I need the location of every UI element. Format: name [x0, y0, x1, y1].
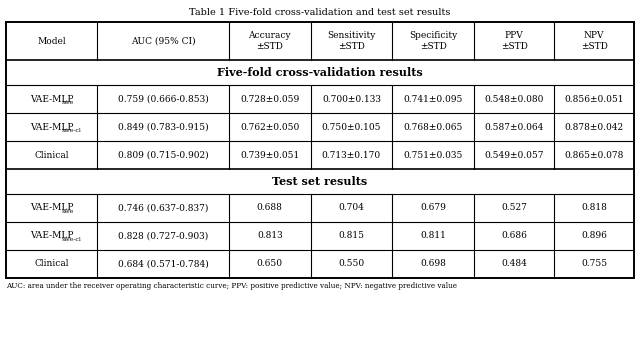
Text: Specificity
±STD: Specificity ±STD — [409, 31, 457, 51]
Text: 0.813: 0.813 — [257, 232, 283, 240]
Text: Clinical: Clinical — [35, 151, 68, 159]
Text: 0.549±0.057: 0.549±0.057 — [484, 151, 544, 159]
Text: Five-fold cross-validation results: Five-fold cross-validation results — [217, 67, 423, 78]
Text: swe: swe — [61, 209, 74, 214]
Text: 0.527: 0.527 — [501, 204, 527, 212]
Text: VAE-MLP: VAE-MLP — [30, 204, 73, 212]
Text: 0.548±0.080: 0.548±0.080 — [484, 95, 544, 103]
Text: 0.828 (0.727-0.903): 0.828 (0.727-0.903) — [118, 232, 208, 240]
Text: 0.550: 0.550 — [339, 259, 364, 269]
Text: AUC: area under the receiver operating characteristic curve; PPV: positive predi: AUC: area under the receiver operating c… — [6, 282, 457, 290]
Text: Test set results: Test set results — [273, 176, 367, 187]
Text: 0.704: 0.704 — [339, 204, 364, 212]
Text: swe: swe — [61, 100, 74, 105]
Text: Table 1 Five-fold cross-validation and test set results: Table 1 Five-fold cross-validation and t… — [189, 8, 451, 17]
Text: 0.587±0.064: 0.587±0.064 — [484, 122, 544, 132]
Bar — [6, 22, 634, 278]
Text: 0.856±0.051: 0.856±0.051 — [564, 95, 624, 103]
Text: 0.755: 0.755 — [581, 259, 607, 269]
Text: AUC (95% CI): AUC (95% CI) — [131, 36, 195, 46]
Text: 0.713±0.170: 0.713±0.170 — [322, 151, 381, 159]
Text: 0.741±0.095: 0.741±0.095 — [403, 95, 463, 103]
Text: 0.865±0.078: 0.865±0.078 — [564, 151, 624, 159]
Text: 0.750±0.105: 0.750±0.105 — [322, 122, 381, 132]
Text: NPV
±STD: NPV ±STD — [580, 31, 607, 51]
Text: Accuracy
±STD: Accuracy ±STD — [248, 31, 291, 51]
Text: 0.679: 0.679 — [420, 204, 446, 212]
Text: 0.650: 0.650 — [257, 259, 283, 269]
Text: swe-cl: swe-cl — [61, 237, 81, 242]
Text: 0.698: 0.698 — [420, 259, 446, 269]
Text: 0.686: 0.686 — [501, 232, 527, 240]
Text: 0.762±0.050: 0.762±0.050 — [240, 122, 300, 132]
Text: 0.811: 0.811 — [420, 232, 446, 240]
Text: 0.751±0.035: 0.751±0.035 — [403, 151, 463, 159]
Text: VAE-MLP: VAE-MLP — [30, 122, 73, 132]
Text: Sensitivity
±STD: Sensitivity ±STD — [327, 31, 376, 51]
Text: 0.809 (0.715-0.902): 0.809 (0.715-0.902) — [118, 151, 208, 159]
Text: 0.746 (0.637-0.837): 0.746 (0.637-0.837) — [118, 204, 208, 212]
Text: 0.688: 0.688 — [257, 204, 283, 212]
Text: Clinical: Clinical — [35, 259, 68, 269]
Text: PPV
±STD: PPV ±STD — [500, 31, 527, 51]
Text: 0.815: 0.815 — [339, 232, 364, 240]
Text: 0.684 (0.571-0.784): 0.684 (0.571-0.784) — [118, 259, 209, 269]
Text: 0.878±0.042: 0.878±0.042 — [564, 122, 624, 132]
Text: 0.818: 0.818 — [581, 204, 607, 212]
Text: swe-cl: swe-cl — [61, 128, 81, 133]
Text: 0.728±0.059: 0.728±0.059 — [240, 95, 300, 103]
Text: 0.849 (0.783-0.915): 0.849 (0.783-0.915) — [118, 122, 208, 132]
Text: 0.759 (0.666-0.853): 0.759 (0.666-0.853) — [118, 95, 209, 103]
Text: 0.739±0.051: 0.739±0.051 — [240, 151, 300, 159]
Text: 0.768±0.065: 0.768±0.065 — [403, 122, 463, 132]
Text: 0.896: 0.896 — [581, 232, 607, 240]
Text: 0.484: 0.484 — [501, 259, 527, 269]
Text: VAE-MLP: VAE-MLP — [30, 95, 73, 103]
Text: Model: Model — [37, 36, 66, 46]
Text: 0.700±0.133: 0.700±0.133 — [322, 95, 381, 103]
Text: VAE-MLP: VAE-MLP — [30, 232, 73, 240]
